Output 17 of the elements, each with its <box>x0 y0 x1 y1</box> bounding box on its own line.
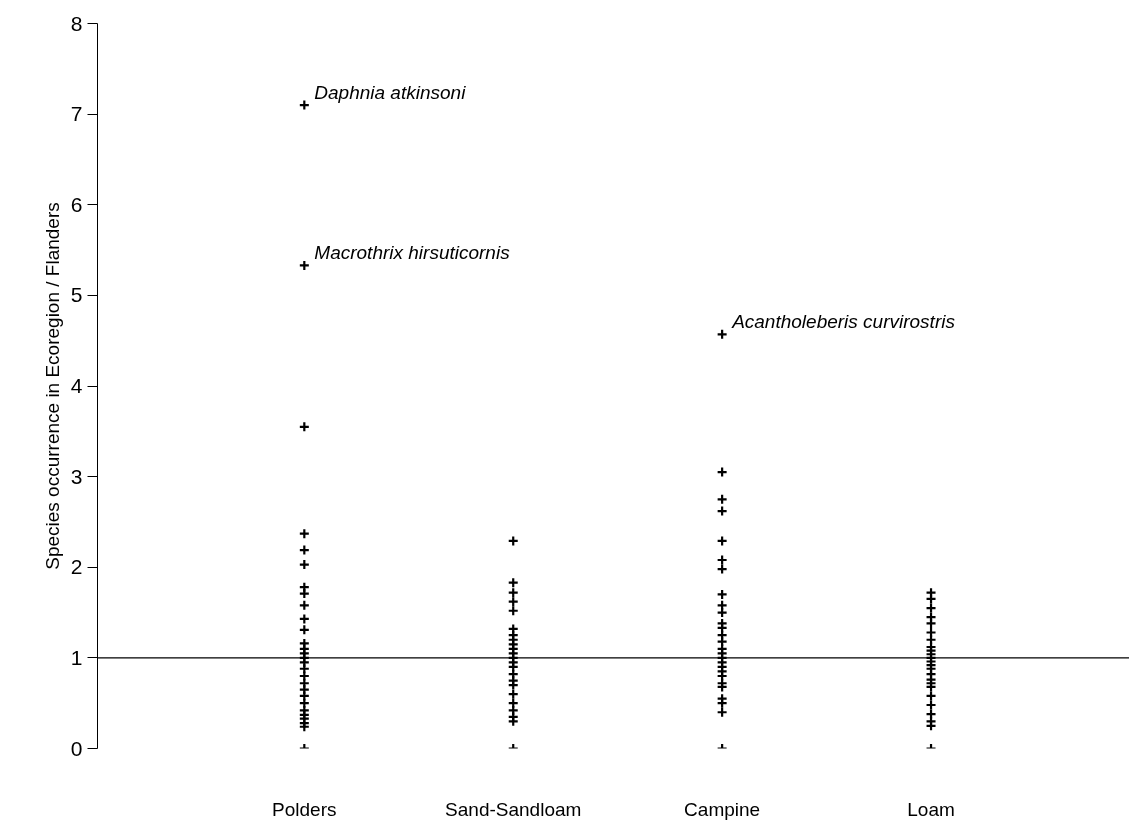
x-tick-label: Polders <box>272 798 337 820</box>
x-tick-label: Campine <box>684 798 761 820</box>
annotation: Daphnia atkinsoni <box>314 82 467 104</box>
y-tick-label: 7 <box>70 102 83 126</box>
y-tick-label: 5 <box>70 283 83 307</box>
y-tick-label: 8 <box>70 11 83 35</box>
y-axis-title: Species occurrence in Ecoregion / Flanders <box>41 202 63 570</box>
y-tick-label: 6 <box>70 192 83 216</box>
y-tick-label: 4 <box>70 374 83 397</box>
x-tick-label: Loam <box>907 798 955 820</box>
x-tick-label: Sand-Sandloam <box>445 798 582 820</box>
y-tick-label: 3 <box>70 464 83 488</box>
y-tick-label: 1 <box>70 645 83 669</box>
y-tick-label: 2 <box>70 555 83 579</box>
annotation: Acantholeberis curvirostris <box>731 311 956 333</box>
y-tick-label: 0 <box>70 736 83 760</box>
annotation: Macrothrix hirsuticornis <box>314 242 511 264</box>
